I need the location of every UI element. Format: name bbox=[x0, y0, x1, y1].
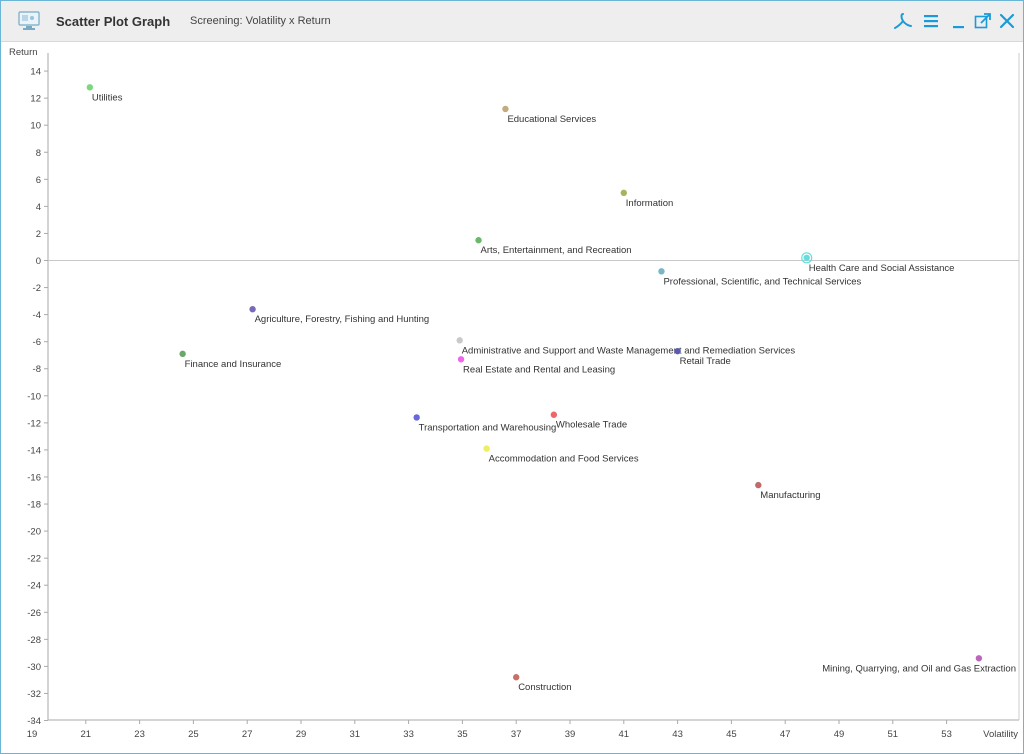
data-point bbox=[975, 655, 983, 662]
data-point bbox=[413, 414, 420, 421]
data-point-label: Finance and Insurance bbox=[185, 359, 282, 370]
data-point-label: Accommodation and Food Services bbox=[489, 454, 639, 465]
x-tick-label: 47 bbox=[780, 729, 791, 740]
x-tick-label: 37 bbox=[511, 729, 522, 740]
title-bar: Scatter Plot Graph Screening: Volatility… bbox=[1, 1, 1023, 42]
chart-points: Utilities Educational Services Information… bbox=[86, 84, 1016, 693]
y-tick-label: 6 bbox=[36, 175, 41, 186]
y-tick-label: -30 bbox=[27, 662, 41, 673]
chart-app-icon bbox=[18, 11, 40, 30]
y-tick-label: -34 bbox=[27, 716, 41, 727]
x-tick-label: 21 bbox=[81, 729, 92, 740]
x-tick-label: 27 bbox=[242, 729, 253, 740]
data-point bbox=[674, 347, 681, 355]
x-tick-label: 49 bbox=[834, 729, 845, 740]
data-point-label: Educational Services bbox=[507, 114, 596, 125]
data-point bbox=[620, 189, 627, 197]
y-tick-label: 4 bbox=[36, 202, 41, 213]
acrobat-export-icon[interactable] bbox=[893, 11, 913, 31]
minimize-icon[interactable] bbox=[949, 11, 969, 31]
x-tick-label: 41 bbox=[619, 729, 630, 740]
x-tick-label: 51 bbox=[888, 729, 899, 740]
y-tick-label: -26 bbox=[27, 608, 41, 619]
y-tick-label: -12 bbox=[27, 418, 41, 429]
data-point bbox=[457, 356, 465, 363]
y-tick-label: 12 bbox=[30, 94, 41, 105]
x-tick-label: 35 bbox=[457, 729, 468, 740]
chart-axes: 14 12 10 8 6 4 2 0 -2 -4 -6 -8 -10 -12 -14 -16 -18 -20 -22… bbox=[9, 47, 1020, 740]
close-icon[interactable] bbox=[997, 11, 1017, 31]
menu-icon[interactable] bbox=[921, 11, 941, 31]
data-point-label: Wholesale Trade bbox=[556, 420, 627, 431]
y-tick-label: -22 bbox=[27, 554, 41, 565]
data-point bbox=[755, 481, 762, 489]
y-tick-label: 0 bbox=[36, 256, 41, 267]
window-title: Scatter Plot Graph bbox=[56, 14, 171, 29]
x-tick-label: 29 bbox=[296, 729, 307, 740]
x-tick-label: 25 bbox=[188, 729, 199, 740]
y-tick-label: -24 bbox=[27, 581, 41, 592]
y-axis-title: Return bbox=[9, 47, 38, 58]
y-tick-label: -8 bbox=[33, 364, 41, 375]
y-tick-label: 14 bbox=[30, 67, 41, 78]
y-tick-label: -18 bbox=[27, 500, 41, 511]
data-point bbox=[179, 350, 186, 358]
data-point bbox=[249, 306, 256, 313]
data-point bbox=[513, 674, 520, 681]
data-point-label: Mining, Quarrying, and Oil and Gas Extra… bbox=[822, 663, 1016, 674]
x-tick-label: 23 bbox=[134, 729, 145, 740]
x-tick-label: 31 bbox=[350, 729, 361, 740]
y-tick-label: 2 bbox=[36, 229, 41, 240]
x-axis-title: Volatility bbox=[983, 729, 1018, 740]
y-tick-label: -10 bbox=[27, 391, 41, 402]
data-point bbox=[502, 105, 509, 113]
y-tick-label: 8 bbox=[36, 148, 41, 159]
data-point bbox=[658, 268, 665, 275]
window-subtitle: Screening: Volatility x Return bbox=[190, 15, 331, 27]
data-point bbox=[86, 84, 94, 91]
x-tick-label: 53 bbox=[941, 729, 952, 740]
data-point-label: Administrative and Support and Waste Man… bbox=[462, 345, 796, 356]
data-point bbox=[475, 237, 482, 244]
data-point-label: Real Estate and Rental and Leasing bbox=[463, 364, 615, 375]
y-tick-label: -28 bbox=[27, 635, 41, 646]
x-tick-label: 19 bbox=[27, 729, 38, 740]
y-tick-label: -2 bbox=[33, 283, 41, 294]
y-tick-label: -6 bbox=[33, 337, 41, 348]
y-tick-label: -4 bbox=[33, 310, 41, 321]
data-point-label: Information bbox=[626, 198, 674, 209]
y-tick-label: 10 bbox=[30, 121, 41, 132]
x-tick-label: 45 bbox=[726, 729, 737, 740]
data-point-label: Agriculture, Forestry, Fishing and Hunti… bbox=[255, 314, 430, 325]
data-point bbox=[803, 254, 810, 261]
data-point-label: Transportation and Warehousing bbox=[419, 422, 557, 433]
x-tick-label: 33 bbox=[403, 729, 414, 740]
data-point bbox=[456, 337, 463, 344]
data-point-label: Construction bbox=[518, 682, 571, 693]
y-tick-label: -16 bbox=[27, 472, 41, 483]
popout-icon[interactable] bbox=[973, 11, 993, 31]
y-tick-label: -14 bbox=[27, 445, 41, 456]
y-tick-label: -20 bbox=[27, 527, 41, 538]
data-point-label: Utilities bbox=[92, 92, 123, 103]
data-point-label: Health Care and Social Assistance bbox=[809, 263, 955, 274]
x-tick-label: 39 bbox=[565, 729, 576, 740]
data-point-label: Retail Trade bbox=[680, 356, 731, 367]
data-point bbox=[483, 445, 490, 452]
data-point-label: Manufacturing bbox=[760, 490, 820, 501]
data-point-label: Professional, Scientific, and Technical … bbox=[663, 276, 861, 287]
data-point-label: Arts, Entertainment, and Recreation bbox=[481, 245, 632, 256]
x-tick-label: 43 bbox=[672, 729, 683, 740]
scatter-chart: 14 12 10 8 6 4 2 0 -2 -4 -6 -8 -10 -12 -14 -16 -18 -20 -22… bbox=[9, 47, 1020, 740]
data-point-halo bbox=[801, 252, 813, 264]
data-point bbox=[550, 411, 558, 418]
y-tick-label: -32 bbox=[27, 689, 41, 700]
